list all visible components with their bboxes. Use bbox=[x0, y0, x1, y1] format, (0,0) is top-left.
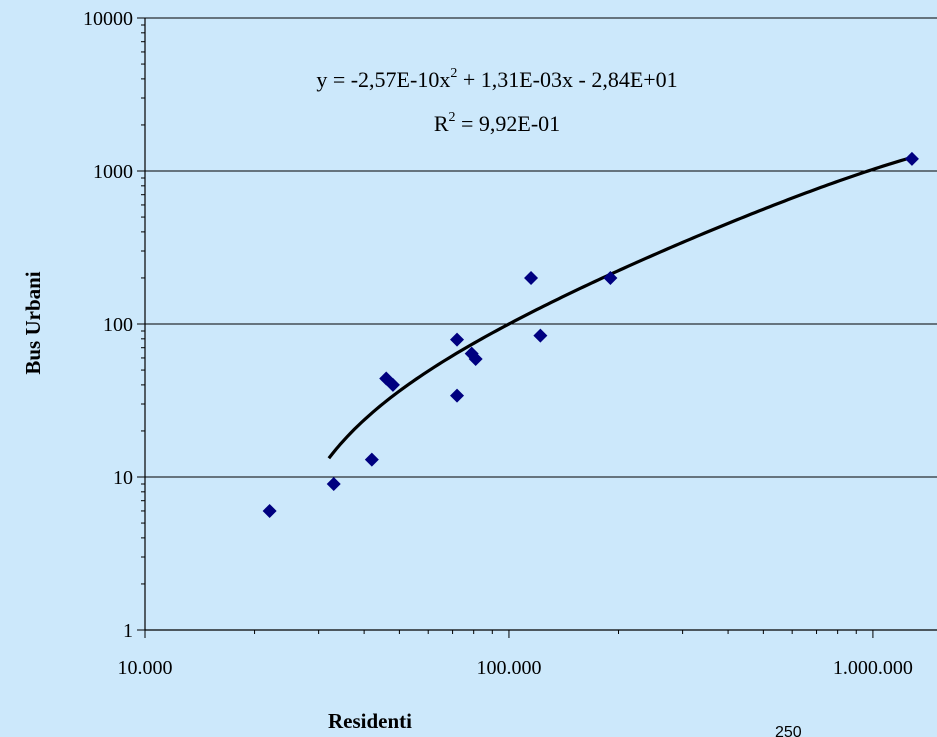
r-squared-lhs: R bbox=[434, 111, 449, 136]
data-point bbox=[364, 452, 379, 467]
y-tick-label: 10000 bbox=[83, 8, 133, 30]
data-point bbox=[468, 352, 483, 367]
data-point bbox=[533, 328, 548, 343]
x-tick-label: 1.000.000 bbox=[833, 657, 913, 679]
tick-labels: 1 10 100 1000 10000 10.000 100.000 1.000.000 bbox=[83, 8, 913, 679]
axes bbox=[137, 17, 937, 638]
data-point bbox=[262, 503, 277, 518]
gridlines bbox=[145, 17, 937, 478]
y-tick-label: 1000 bbox=[93, 161, 133, 183]
r-squared-sup: 2 bbox=[449, 110, 456, 125]
y-tick-label: 100 bbox=[103, 314, 133, 336]
data-point bbox=[385, 377, 400, 392]
data-point bbox=[603, 270, 618, 285]
data-point bbox=[904, 151, 919, 166]
y-tick-label: 1 bbox=[123, 620, 133, 642]
equation-label: y = -2,57E-10x2 + 1,31E-03x - 2,84E+01 bbox=[316, 66, 677, 92]
equation-lhs: y = -2,57E-10x bbox=[316, 67, 450, 92]
x-tick-label: 10.000 bbox=[118, 657, 173, 679]
r-squared-rhs: = 9,92E-01 bbox=[456, 111, 561, 136]
x-tick-label: 100.000 bbox=[476, 657, 541, 679]
y-axis-title: Bus Urbani bbox=[21, 271, 45, 374]
data-point bbox=[450, 388, 465, 403]
data-point bbox=[326, 477, 341, 492]
trendline-group bbox=[327, 155, 913, 460]
page-number: 250 bbox=[775, 724, 802, 737]
data-point bbox=[524, 270, 539, 285]
data-points bbox=[262, 151, 919, 518]
x-axis-title: Residenti bbox=[328, 709, 412, 733]
y-tick-label: 10 bbox=[113, 467, 133, 489]
equation-sup: 2 bbox=[450, 66, 457, 81]
trendline bbox=[327, 155, 913, 460]
r-squared-label: R2 = 9,92E-01 bbox=[434, 110, 560, 136]
data-point bbox=[450, 332, 465, 347]
equation-rhs: + 1,31E-03x - 2,84E+01 bbox=[457, 67, 677, 92]
